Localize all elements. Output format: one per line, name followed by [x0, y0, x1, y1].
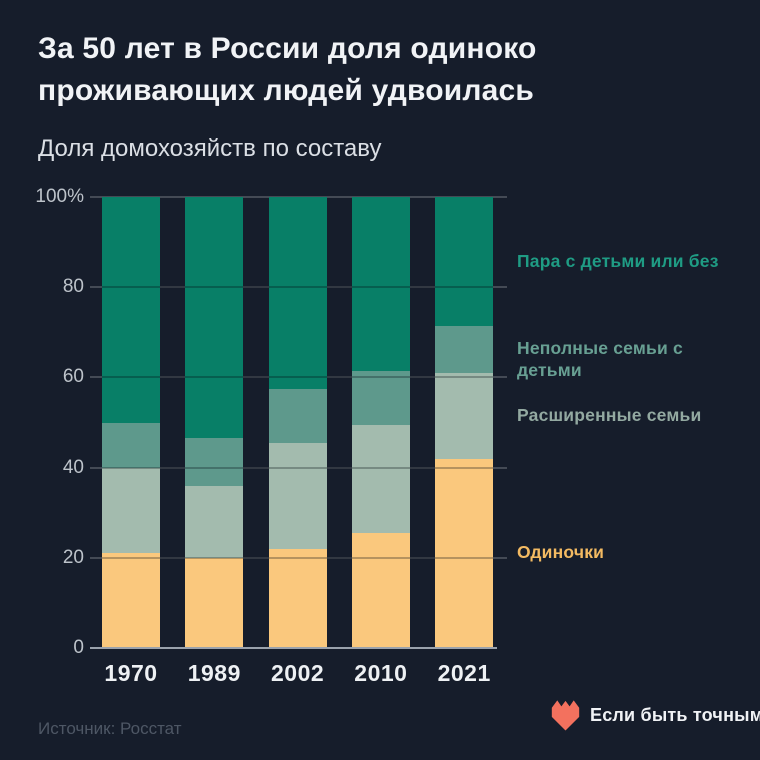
x-axis-label-2010: 2010 — [354, 660, 408, 686]
heart-icon — [551, 700, 580, 731]
brand-name: Если быть точным — [590, 705, 760, 725]
y-axis-tick-label: 100% — [35, 186, 84, 207]
bar-segment — [185, 485, 244, 558]
bar-2010 — [351, 197, 410, 648]
y-axis-tick-label: 80 — [62, 276, 84, 298]
bar-segment — [351, 532, 410, 648]
x-axis-label-1989: 1989 — [187, 660, 241, 686]
legend-item: Расширенные семьи — [517, 405, 702, 425]
gridline-overlay — [102, 376, 494, 379]
legend-item: Одиночки — [517, 542, 605, 562]
bar-segment — [268, 442, 327, 549]
bar-2021 — [435, 197, 494, 648]
legend-item: Неполные семьи с детьми — [517, 338, 683, 380]
chart-subtitle: Доля домохозяйств по составу — [38, 135, 382, 162]
page-title: За 50 лет в России доля одиноко проживаю… — [38, 32, 537, 107]
bar-1989 — [185, 197, 244, 648]
y-axis-tick-label: 0 — [73, 637, 84, 658]
x-axis-label-2021: 2021 — [437, 660, 491, 686]
gridline-overlay — [102, 286, 494, 289]
bar-1970 — [102, 197, 160, 648]
bar-segment — [435, 372, 494, 459]
x-axis-label-1970: 1970 — [104, 660, 158, 686]
bar-segment — [102, 467, 160, 554]
bar-segment — [351, 370, 410, 425]
gridline-overlay — [102, 556, 494, 559]
bar-segment — [102, 553, 160, 648]
x-axis-label-2002: 2002 — [271, 660, 325, 686]
bar-segment — [268, 548, 327, 648]
bar-segment — [435, 197, 494, 326]
legend-item: Пара с детьми или без — [517, 251, 719, 271]
gridline-overlay — [102, 466, 494, 469]
bar-segment — [102, 422, 160, 468]
bar-segment — [351, 424, 410, 533]
bar-segment — [102, 197, 160, 423]
x-axis-line — [90, 647, 497, 649]
bar-2002 — [268, 197, 327, 648]
y-axis-tick-label: 20 — [62, 546, 84, 568]
y-axis-tick-label: 40 — [62, 456, 84, 478]
bar-segment — [185, 438, 244, 486]
brand-logo: Если быть точным — [550, 698, 760, 732]
source-note: Источник: Росстат — [38, 719, 182, 738]
bar-segment — [435, 325, 494, 373]
bar-segment — [435, 458, 494, 648]
bar-segment — [268, 197, 327, 389]
y-axis-tick-label: 60 — [62, 366, 84, 388]
bar-segment — [185, 557, 244, 648]
bar-segment — [268, 388, 327, 443]
bar-segment — [351, 197, 410, 371]
bar-segment — [185, 197, 244, 439]
